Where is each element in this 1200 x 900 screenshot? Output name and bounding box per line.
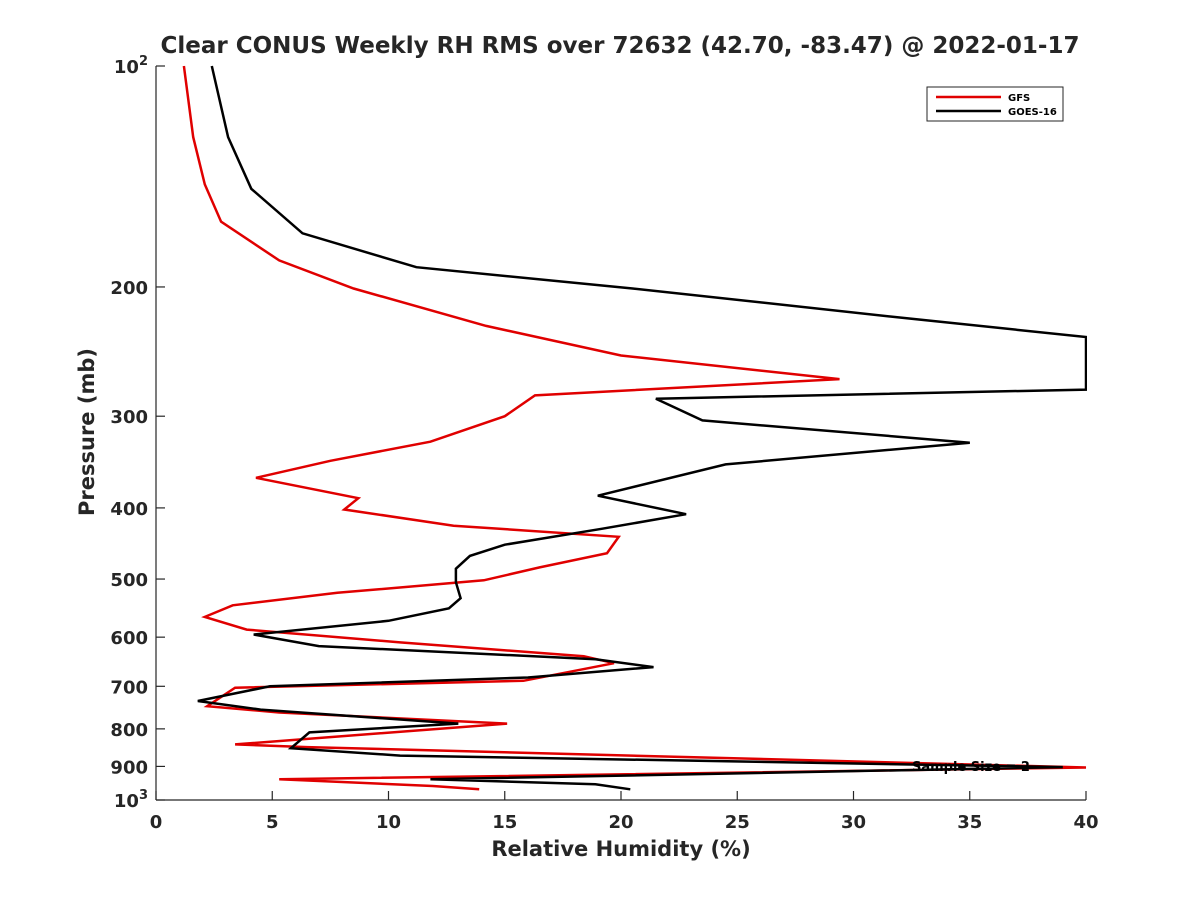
x-tick-label: 0 (150, 812, 163, 833)
series-line-gfs (182, 65, 1087, 791)
y-tick-label: 102 (114, 54, 148, 78)
y-axis-label: Pressure (mb) (75, 348, 99, 516)
y-tick-label: 700 (110, 677, 148, 698)
y-tick-label: 800 (110, 720, 148, 741)
y-tick-label: 103 (114, 788, 148, 812)
legend-label: GFS (1008, 93, 1030, 104)
y-tick-label: 600 (110, 628, 148, 649)
legend-box (926, 86, 1064, 122)
x-tick-label: 20 (608, 812, 633, 833)
y-tick-label: 500 (110, 570, 148, 591)
x-tick-label: 10 (376, 812, 401, 833)
y-axis: 102 200 300 400 500 600 700 800 900 103 (110, 54, 165, 812)
x-tick-label: 40 (1073, 812, 1098, 833)
legend-label: GOES-16 (1008, 107, 1057, 118)
x-tick-label: 30 (841, 812, 866, 833)
x-tick-label: 35 (957, 812, 982, 833)
x-tick-label: 5 (266, 812, 279, 833)
y-tick-label: 200 (110, 278, 148, 299)
x-axis: 0 5 10 15 20 25 30 35 40 (150, 791, 1099, 833)
y-tick-label: 400 (110, 499, 148, 520)
sample-size-annotation: Sample Size = 2 (912, 760, 1030, 775)
legend: GFS GOES-16 (926, 86, 1064, 122)
series-line-goes-16 (197, 65, 1087, 791)
chart-title: Clear CONUS Weekly RH RMS over 72632 (42… (161, 33, 1080, 59)
x-axis-label: Relative Humidity (%) (491, 837, 750, 861)
y-tick-label: 300 (110, 407, 148, 428)
y-tick-label: 900 (110, 757, 148, 778)
x-tick-label: 15 (492, 812, 517, 833)
plot-area (182, 65, 1087, 791)
x-tick-label: 25 (725, 812, 750, 833)
